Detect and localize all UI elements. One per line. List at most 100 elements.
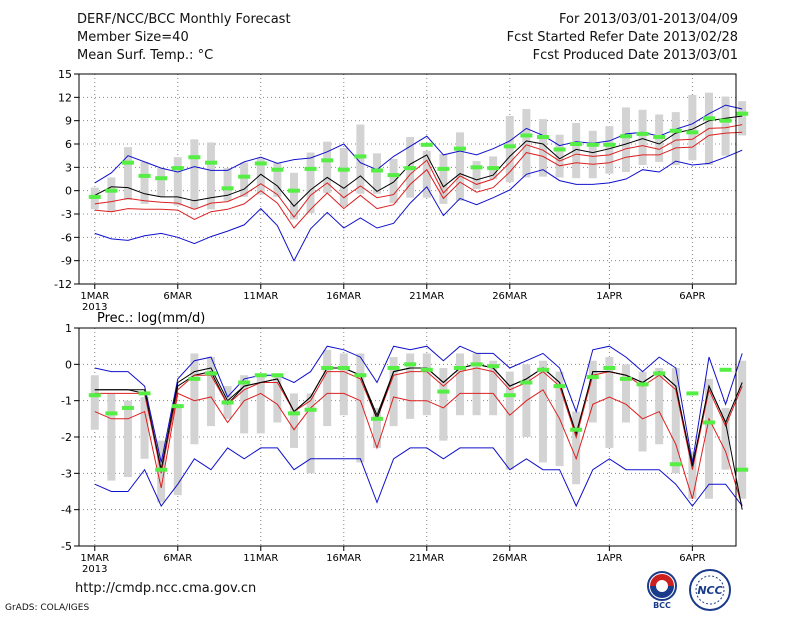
prec-ytick-label: -2: [61, 431, 72, 444]
prec-panel-title: Prec.: log(mm/d): [97, 311, 205, 326]
temp-observed-marker: [354, 154, 367, 159]
prec-series-ensemble-min: [94, 447, 743, 508]
temp-observed-marker: [619, 134, 632, 139]
temp-range-bar: [738, 101, 747, 136]
prec-observed-marker: [636, 382, 649, 387]
temp-ytick-label: -9: [61, 255, 72, 268]
temp-observed-marker: [702, 116, 715, 121]
prec-observed-marker: [603, 365, 616, 370]
temp-range-bar: [339, 147, 348, 207]
temp-observed-marker: [204, 160, 217, 165]
prec-range-bar: [123, 400, 132, 477]
prec-observed-marker: [453, 365, 466, 370]
prec-range-bar: [704, 378, 713, 499]
prec-range-bar: [439, 367, 448, 441]
prec-observed-marker: [536, 367, 549, 372]
prec-series-reference: [94, 363, 743, 510]
prec-observed-marker: [238, 380, 251, 385]
prec-observed-marker: [321, 365, 334, 370]
prec-ytick-label: 0: [65, 358, 72, 371]
temp-range-bar: [173, 157, 182, 206]
temp-xtick-label: 26MAR: [492, 291, 527, 302]
prec-xtick-label: 1APR: [596, 553, 622, 564]
prec-range-bar: [339, 353, 348, 416]
prec-observed-marker: [105, 411, 118, 416]
temp-plot-frame: [78, 73, 737, 285]
prec-observed-marker: [88, 393, 101, 398]
prec-ytick-label: -4: [61, 504, 72, 517]
prec-xtick-label: 16MAR: [326, 553, 361, 564]
temp-ytick-label: -3: [61, 208, 72, 221]
prec-observed-marker: [155, 467, 168, 472]
temp-range-bar: [621, 107, 630, 172]
temp-observed-marker: [304, 166, 317, 171]
temp-xtick-label: 11MAR: [243, 291, 278, 302]
temp-observed-marker: [686, 130, 699, 135]
prec-xtick-label: 6APR: [679, 553, 705, 564]
temp-observed-marker: [553, 147, 566, 152]
temp-observed-marker: [570, 142, 583, 146]
prec-xtick-sublabel: 2013: [82, 564, 107, 575]
prec-range-bar: [107, 393, 116, 481]
temp-observed-marker: [420, 142, 433, 147]
prec-range-bar: [389, 357, 398, 427]
temp-observed-marker: [121, 160, 134, 165]
prec-observed-marker: [221, 400, 234, 405]
prec-range-bar: [323, 349, 332, 427]
prec-xtick-label: 6MAR: [163, 553, 192, 564]
temp-observed-marker: [321, 158, 334, 163]
prec-observed-marker: [520, 380, 533, 385]
prec-observed-marker: [121, 405, 134, 410]
temp-xtick-label: 21MAR: [409, 291, 444, 302]
temp-observed-marker: [337, 167, 350, 172]
temp-observed-marker: [603, 142, 616, 147]
variable-label: Mean Surf. Temp.: °C: [77, 48, 214, 63]
prec-observed-marker: [570, 427, 583, 432]
member-size: Member Size=40: [77, 30, 189, 45]
prec-range-bar: [472, 353, 481, 416]
temp-range-bar: [572, 123, 581, 179]
temp-observed-marker: [138, 173, 151, 178]
prec-range-bar: [605, 357, 614, 448]
prec-range-bar: [721, 407, 730, 470]
prec-range-bar: [489, 360, 498, 416]
temp-ytick-label: 15: [58, 68, 72, 81]
temp-xtick-label: 1MAR: [80, 291, 109, 302]
temp-range-bar: [306, 152, 315, 214]
prec-observed-marker: [354, 373, 367, 378]
prec-xtick-label: 11MAR: [243, 553, 278, 564]
temp-range-bar: [505, 116, 514, 183]
temp-range-bar: [256, 158, 265, 195]
prec-observed-marker: [171, 404, 184, 409]
temp-observed-marker: [404, 166, 417, 171]
prec-ytick-label: -3: [61, 467, 72, 480]
prec-range-bar: [140, 397, 149, 459]
temp-ytick-label: 0: [65, 185, 72, 198]
temp-range-bar: [323, 141, 332, 193]
temp-range-bar: [555, 134, 564, 178]
prec-range-bar: [206, 357, 215, 427]
source-url[interactable]: http://cmdp.ncc.cma.gov.cn: [75, 581, 257, 596]
temp-range-bar: [157, 168, 166, 197]
temp-observed-marker: [271, 167, 284, 172]
temp-ytick-label: 6: [65, 138, 72, 151]
prec-xtick-label: 26MAR: [492, 553, 527, 564]
temp-observed-marker: [287, 188, 300, 193]
prec-observed-marker: [686, 391, 699, 396]
temp-range-bar: [472, 161, 481, 190]
prec-ytick-label: -5: [61, 540, 72, 553]
bcc-logo: BCC: [647, 571, 677, 610]
temp-range-bar: [223, 168, 232, 201]
prec-range-bar: [738, 360, 747, 499]
prec-range-bar: [422, 353, 431, 416]
temp-observed-marker: [155, 176, 168, 181]
prec-observed-marker: [586, 375, 599, 380]
temp-range-bar: [638, 109, 647, 165]
temp-observed-marker: [520, 133, 533, 138]
prec-observed-marker: [271, 373, 284, 378]
prec-observed-marker: [503, 393, 516, 398]
temp-observed-marker: [719, 118, 732, 123]
temp-ytick-label: 9: [65, 115, 72, 128]
prec-observed-marker: [470, 362, 483, 367]
